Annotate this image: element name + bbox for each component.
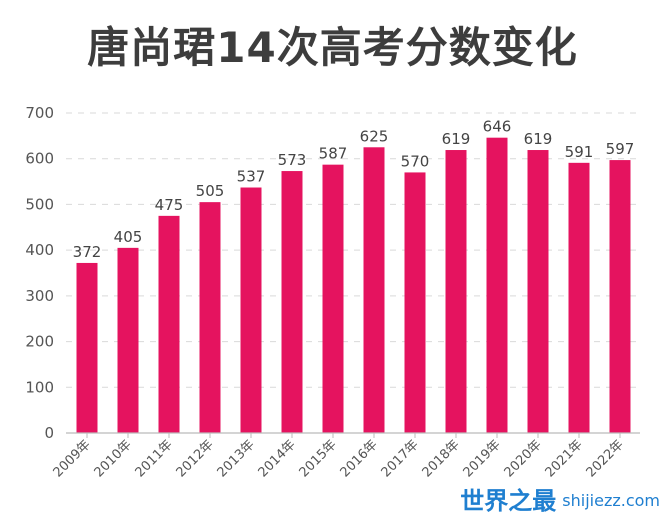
x-tick-label: 2013年 — [215, 437, 258, 480]
bar — [240, 187, 262, 433]
x-tick-label: 2010年 — [92, 437, 135, 480]
data-label: 505 — [196, 182, 225, 200]
y-tick-label: 400 — [25, 241, 54, 259]
x-tick-label: 2021年 — [543, 437, 586, 480]
bar — [445, 150, 467, 433]
y-tick-label: 200 — [25, 333, 54, 351]
data-label: 537 — [237, 168, 266, 186]
data-label: 625 — [360, 127, 389, 145]
y-tick-label: 700 — [25, 104, 54, 122]
data-labels: 372 405 475 505 537 573 587 625 570 619 646 619 591 5… — [73, 118, 635, 261]
watermark-en: shijiezz.com — [562, 491, 660, 510]
bar — [527, 150, 549, 433]
x-tick-label: 2018年 — [420, 437, 463, 480]
data-label: 591 — [565, 143, 594, 161]
bar — [404, 172, 426, 433]
y-tick-label: 0 — [44, 424, 54, 442]
watermark-cn: 世界之最 — [460, 487, 557, 515]
y-axis-ticks: 0 100 200 300 400 500 600 700 — [25, 104, 54, 442]
bar — [76, 262, 98, 433]
data-label: 597 — [606, 140, 635, 158]
y-tick-label: 300 — [25, 287, 54, 305]
bar — [609, 160, 631, 434]
data-label: 587 — [319, 145, 348, 163]
x-tick-label: 2016年 — [338, 437, 381, 480]
watermark: 世界之最 shijiezz.com — [440, 486, 660, 516]
data-label: 372 — [73, 243, 102, 261]
bar — [199, 202, 221, 433]
y-tick-label: 500 — [25, 195, 54, 213]
y-tick-label: 600 — [25, 150, 54, 168]
bars — [76, 137, 631, 434]
x-tick-label: 2022年 — [584, 437, 627, 480]
x-tick-label: 2020年 — [502, 437, 545, 480]
x-tick-label: 2011年 — [133, 437, 176, 480]
data-label: 619 — [442, 130, 471, 148]
data-label: 573 — [278, 151, 307, 169]
bar — [281, 171, 303, 434]
gridlines — [66, 112, 640, 388]
data-label: 475 — [155, 196, 184, 214]
chart-title: 唐尚珺14次高考分数变化 — [87, 23, 578, 72]
bar — [486, 137, 508, 433]
bar — [117, 247, 139, 433]
data-label: 405 — [114, 228, 143, 246]
bar — [158, 215, 180, 433]
bar — [568, 162, 590, 434]
data-label: 619 — [524, 130, 553, 148]
x-tick-label: 2009年 — [51, 437, 94, 480]
x-tick-label: 2012年 — [174, 437, 217, 480]
bar — [322, 164, 344, 433]
x-tick-label: 2017年 — [379, 437, 422, 480]
bar — [363, 147, 385, 434]
x-tick-label: 2015年 — [297, 437, 340, 480]
x-tick-label: 2014年 — [256, 437, 299, 480]
data-label: 646 — [483, 118, 512, 136]
y-tick-label: 100 — [25, 378, 54, 396]
data-label: 570 — [401, 152, 430, 170]
x-tick-label: 2019年 — [461, 437, 504, 480]
x-axis: 2009年2010年2011年2012年2013年2014年2015年2016年… — [51, 432, 640, 480]
